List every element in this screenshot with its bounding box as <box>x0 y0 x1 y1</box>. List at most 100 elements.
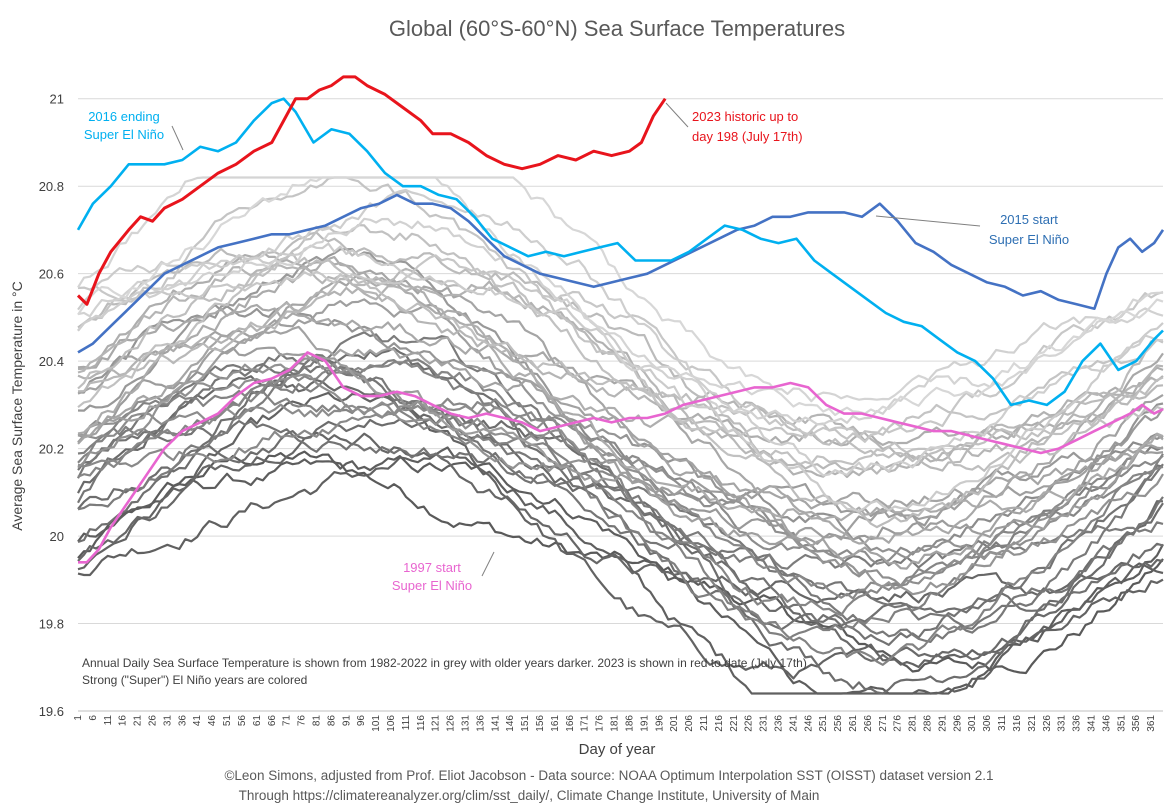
x-tick-label: 1 <box>73 715 84 721</box>
x-tick-label: 246 <box>803 715 814 732</box>
annotation-1997-line2: Super El Niño <box>392 578 472 593</box>
y-tick-label: 19.8 <box>39 617 64 632</box>
grey-year-line <box>77 446 1164 695</box>
x-tick-label: 226 <box>744 715 755 732</box>
annotation-2023-leader <box>665 102 689 128</box>
y-tick-labels: 19.6 19.8 20 20.2 20.4 20.6 20.8 21 <box>39 92 64 719</box>
grey-year-line <box>77 176 1164 440</box>
grey-year-line <box>77 231 1164 529</box>
note-line-1: Annual Daily Sea Surface Temperature is … <box>82 656 807 670</box>
x-tick-label: 281 <box>908 715 919 732</box>
x-tick-label: 301 <box>967 715 978 732</box>
y-tick-label: 20.6 <box>39 267 64 282</box>
y-tick-label: 20.2 <box>39 442 64 457</box>
x-tick-label: 176 <box>595 715 606 732</box>
annotation-2023-line2: day 198 (July 17th) <box>692 129 803 144</box>
x-tick-label: 136 <box>475 715 486 732</box>
credit-line-1: ©Leon Simons, adjusted from Prof. Eliot … <box>224 768 993 783</box>
x-tick-label: 91 <box>341 715 352 727</box>
x-tick-label: 321 <box>1027 715 1038 732</box>
grey-year-line <box>77 375 1164 662</box>
x-tick-label: 146 <box>505 715 516 732</box>
annotation-1997-line1: 1997 start <box>403 560 461 575</box>
y-tick-label: 20 <box>50 529 64 544</box>
grey-year-line <box>77 188 1163 477</box>
annotation-2015-line1: 2015 start <box>1000 212 1058 227</box>
x-tick-label: 96 <box>356 715 367 727</box>
x-tick-label: 286 <box>923 715 934 732</box>
annotations: 2016 ending Super El Niño 2023 historic … <box>84 102 1069 593</box>
x-tick-label: 126 <box>446 715 457 732</box>
annotation-1997-leader <box>481 551 495 577</box>
x-tick-label: 311 <box>997 715 1008 731</box>
y-tick-label: 20.8 <box>39 179 64 194</box>
x-tick-labels: 1 6 11 16 21 26 31 36 41 46 51 56 61 66 71 76 81 86 91 96 10… <box>73 715 1157 732</box>
x-tick-label: 316 <box>1012 715 1023 732</box>
x-tick-label: 331 <box>1057 715 1068 732</box>
x-tick-label: 161 <box>550 715 561 732</box>
credit-line-2: Through https://climatereanalyzer.org/cl… <box>239 788 820 803</box>
x-tick-label: 111 <box>401 715 412 731</box>
annotation-2016-line2: Super El Niño <box>84 127 164 142</box>
x-tick-label: 166 <box>565 715 576 732</box>
x-tick-label: 351 <box>1116 715 1127 732</box>
x-axis-title: Day of year <box>579 741 656 758</box>
x-tick-label: 171 <box>580 715 591 732</box>
grey-year-line <box>77 248 1164 545</box>
series-line-2016 <box>76 97 1164 407</box>
series-line-2015 <box>77 193 1165 354</box>
series-line-1997 <box>78 351 1164 564</box>
x-tick-label: 216 <box>714 715 725 732</box>
x-tick-label: 86 <box>326 715 337 727</box>
x-tick-label: 106 <box>386 715 397 732</box>
x-tick-label: 16 <box>118 715 129 727</box>
y-tick-label: 21 <box>50 92 64 107</box>
x-tick-label: 261 <box>848 715 859 732</box>
x-tick-label: 276 <box>893 715 904 732</box>
grey-year-line <box>77 176 1164 417</box>
x-tick-label: 196 <box>654 715 665 732</box>
x-tick-label: 131 <box>461 715 472 732</box>
x-tick-label: 141 <box>490 715 501 732</box>
x-tick-label: 191 <box>639 715 650 732</box>
x-tick-label: 221 <box>729 715 740 732</box>
grey-year-line <box>77 400 1164 565</box>
y-tick-label: 19.6 <box>39 704 64 719</box>
x-tick-label: 266 <box>863 715 874 732</box>
x-tick-label: 231 <box>759 715 770 732</box>
x-tick-label: 51 <box>222 715 233 727</box>
x-tick-label: 271 <box>878 715 889 732</box>
grey-year-line <box>77 217 1164 426</box>
x-tick-label: 336 <box>1072 715 1083 732</box>
x-tick-label: 61 <box>252 715 263 727</box>
grey-year-line <box>77 256 1164 522</box>
annotation-2015-line2: Super El Niño <box>989 232 1069 247</box>
x-tick-label: 241 <box>788 715 799 732</box>
x-tick-label: 151 <box>520 715 531 732</box>
grey-year-line <box>77 176 1163 403</box>
x-tick-label: 26 <box>148 715 159 727</box>
series-line-2023 <box>76 75 667 306</box>
x-tick-label: 346 <box>1101 715 1112 732</box>
x-tick-label: 326 <box>1042 715 1053 732</box>
x-tick-label: 256 <box>833 715 844 732</box>
grey-year-line <box>77 242 1164 513</box>
annotation-2015-leader <box>875 215 981 227</box>
y-tick-label: 20.4 <box>39 354 64 369</box>
x-tick-label: 296 <box>952 715 963 732</box>
x-tick-label: 41 <box>192 715 203 727</box>
grey-year-line <box>77 363 1164 630</box>
grey-year-line <box>77 431 1164 604</box>
grey-year-line <box>78 301 1164 596</box>
x-tick-label: 101 <box>371 715 382 732</box>
x-tick-label: 121 <box>431 715 442 732</box>
x-tick-label: 116 <box>416 715 427 731</box>
x-tick-label: 251 <box>818 715 829 732</box>
background-year-lines <box>77 176 1164 695</box>
x-tick-label: 236 <box>773 715 784 732</box>
x-tick-label: 36 <box>177 715 188 727</box>
x-tick-label: 81 <box>311 715 322 727</box>
note-line-2: Strong ("Super") El Niño years are color… <box>82 673 307 687</box>
x-tick-label: 201 <box>669 715 680 732</box>
